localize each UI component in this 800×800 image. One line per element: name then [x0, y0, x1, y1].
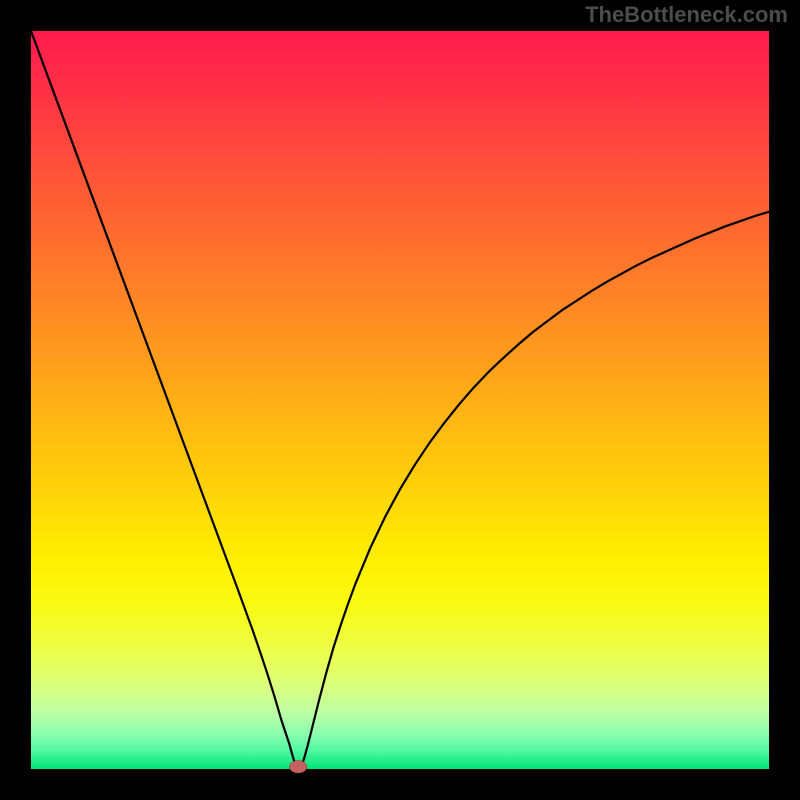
- bottleneck-chart: TheBottleneck.com: [0, 0, 800, 800]
- plot-background: [31, 31, 769, 769]
- chart-svg: TheBottleneck.com: [0, 0, 800, 800]
- minimum-marker: [289, 761, 307, 774]
- watermark-text: TheBottleneck.com: [585, 2, 788, 27]
